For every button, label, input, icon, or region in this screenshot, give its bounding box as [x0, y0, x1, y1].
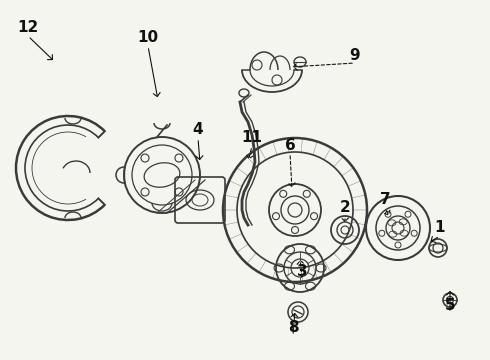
Text: 3: 3	[296, 265, 307, 279]
Text: 9: 9	[350, 48, 360, 63]
Text: 2: 2	[340, 201, 350, 216]
Text: 5: 5	[445, 297, 455, 312]
Text: 8: 8	[288, 320, 298, 336]
Text: 6: 6	[285, 138, 295, 153]
Text: 1: 1	[435, 220, 445, 235]
Text: 4: 4	[193, 122, 203, 138]
Text: 12: 12	[17, 21, 39, 36]
Text: 10: 10	[137, 31, 159, 45]
Text: 11: 11	[242, 130, 263, 145]
Text: 7: 7	[380, 193, 391, 207]
